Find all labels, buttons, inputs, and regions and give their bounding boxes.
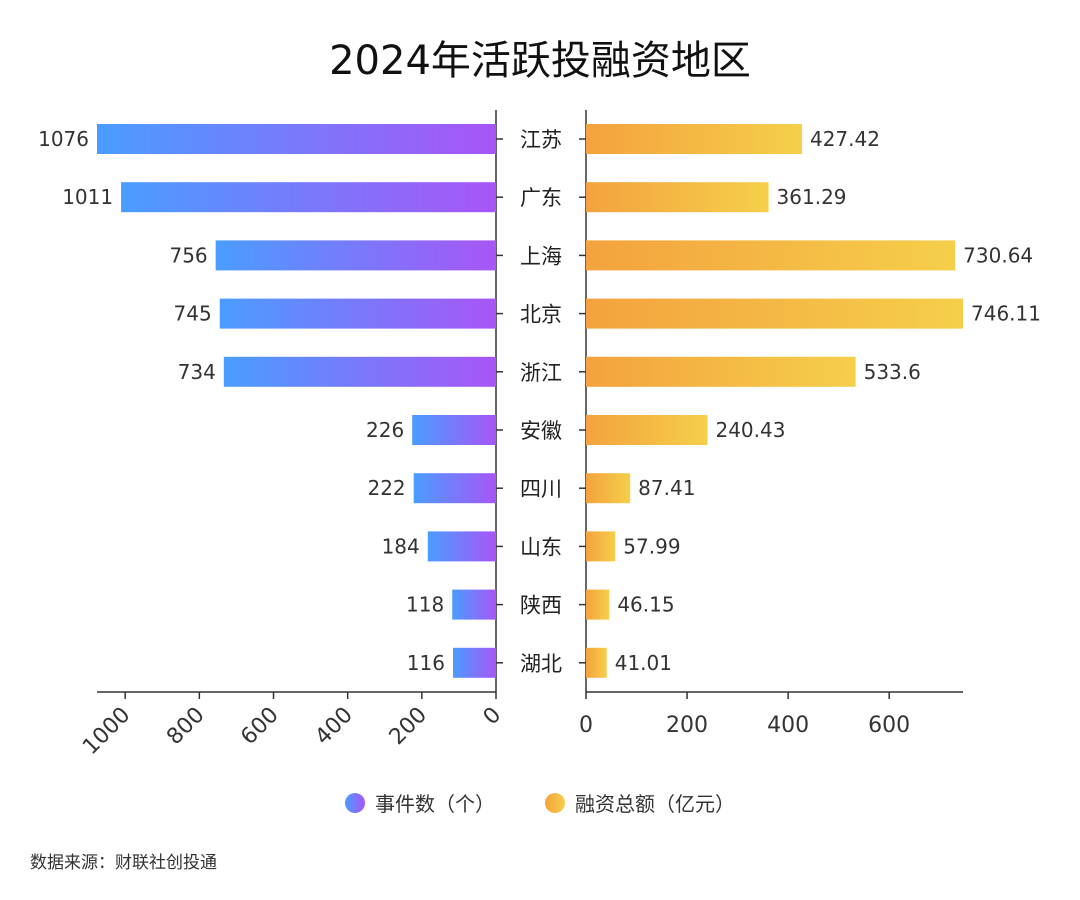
bar-events [452, 647, 496, 678]
bar-events [413, 473, 496, 504]
x-tick-label: 200 [385, 703, 432, 750]
legend: 事件数（个） 融资总额（亿元） [0, 788, 1080, 817]
x-tick-label: 600 [236, 703, 283, 750]
data-label-amount: 730.64 [963, 243, 1033, 267]
category-label: 安徽 [520, 419, 562, 443]
data-label-amount: 41.01 [615, 651, 672, 675]
bar-amount [586, 356, 856, 387]
legend-marker [345, 792, 365, 813]
category-label: 广东 [520, 186, 562, 210]
bar-amount [586, 531, 616, 562]
data-label-events: 118 [406, 593, 444, 617]
category-label: 四川 [520, 477, 562, 501]
category-label: 上海 [520, 244, 562, 268]
data-label-events: 756 [169, 243, 207, 267]
x-tick-label: 0 [579, 713, 593, 738]
bar-events [452, 589, 496, 620]
x-tick-label: 600 [868, 713, 910, 738]
data-label-events: 226 [366, 418, 404, 442]
data-label-amount: 240.43 [715, 418, 785, 442]
x-tick-label: 400 [767, 713, 809, 738]
bar-events [219, 298, 496, 329]
legend-label: 融资总额（亿元） [575, 792, 735, 816]
source-note: 数据来源：财联社创投通 [30, 853, 217, 873]
data-label-amount: 533.6 [864, 360, 921, 384]
bar-amount [586, 124, 802, 154]
data-label-amount: 361.29 [777, 185, 847, 209]
category-label: 山东 [520, 535, 562, 559]
legend-item-events[interactable]: 事件数（个） [345, 788, 495, 817]
x-tick-label: 200 [666, 713, 708, 738]
data-label-amount: 46.15 [617, 593, 674, 617]
data-label-events: 745 [174, 302, 212, 326]
data-label-events: 222 [367, 476, 405, 500]
bar-amount [586, 182, 769, 213]
x-tick-label: 800 [162, 703, 209, 750]
bar-events [215, 240, 496, 271]
bar-amount [586, 647, 607, 678]
bar-amount [586, 589, 610, 620]
data-label-amount: 746.11 [971, 302, 1041, 326]
bar-amount [586, 473, 631, 504]
bar-events [412, 415, 496, 445]
bar-events [121, 182, 497, 213]
data-label-events: 734 [178, 360, 216, 384]
bar-amount [586, 240, 956, 271]
legend-marker [545, 792, 565, 813]
x-tick-label: 400 [311, 703, 358, 750]
bar-events [427, 531, 496, 562]
category-label: 湖北 [520, 652, 562, 676]
bar-amount [586, 298, 963, 329]
x-tick-label: 1000 [78, 703, 135, 760]
category-label: 浙江 [520, 361, 562, 385]
bar-events [97, 124, 496, 154]
chart-title: 2024年活跃投融资地区 [329, 38, 751, 84]
legend-label: 事件数（个） [375, 792, 495, 816]
data-label-amount: 427.42 [810, 127, 880, 151]
legend-item-amount[interactable]: 融资总额（亿元） [545, 788, 735, 817]
data-label-events: 116 [407, 651, 445, 675]
data-label-amount: 87.41 [638, 476, 695, 500]
data-label-events: 1011 [62, 185, 113, 209]
x-tick-label: 0 [479, 703, 507, 731]
category-label: 北京 [520, 303, 562, 327]
data-label-events: 184 [382, 534, 420, 558]
bar-events [223, 356, 496, 387]
data-label-events: 1076 [38, 127, 89, 151]
bar-amount [586, 415, 708, 445]
category-label: 江苏 [520, 128, 562, 152]
category-label: 陕西 [520, 594, 562, 618]
data-label-amount: 57.99 [623, 534, 680, 558]
